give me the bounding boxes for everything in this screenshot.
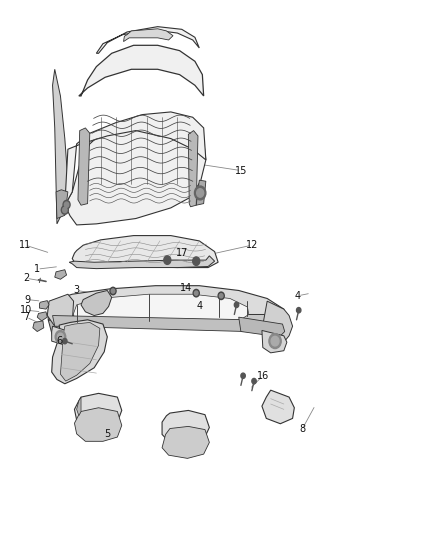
Circle shape [111,289,115,293]
Polygon shape [56,190,68,219]
Polygon shape [79,45,204,96]
Polygon shape [74,393,122,427]
Text: 15: 15 [235,166,247,175]
Circle shape [61,206,68,214]
Polygon shape [48,286,285,325]
Polygon shape [124,29,173,42]
Text: 9: 9 [24,295,30,304]
Circle shape [55,330,66,343]
Polygon shape [262,330,287,353]
Polygon shape [77,397,81,416]
Text: 11: 11 [19,240,32,250]
Text: 6: 6 [56,336,62,346]
Text: 4: 4 [196,302,202,311]
Text: 16: 16 [257,371,269,381]
Text: 2: 2 [23,273,29,283]
Polygon shape [65,117,206,225]
Circle shape [194,186,206,200]
Polygon shape [162,426,209,458]
Text: 8: 8 [299,424,305,434]
Text: 4: 4 [295,291,301,301]
Polygon shape [53,69,68,224]
Text: 3: 3 [74,286,80,295]
Circle shape [241,373,245,378]
Circle shape [297,308,301,313]
Polygon shape [39,301,49,309]
Text: 7: 7 [23,312,29,322]
Circle shape [271,336,279,346]
Circle shape [64,202,69,207]
Polygon shape [72,236,218,268]
Circle shape [57,333,64,341]
Circle shape [63,338,67,344]
Text: 1: 1 [34,264,40,274]
Polygon shape [196,180,206,205]
Circle shape [219,294,223,298]
Text: 10: 10 [20,305,32,315]
Polygon shape [52,320,107,384]
Polygon shape [74,294,249,325]
Text: 14: 14 [180,283,192,293]
Polygon shape [81,290,112,316]
Polygon shape [48,314,285,325]
Text: 12: 12 [246,240,258,250]
Polygon shape [78,128,90,205]
Polygon shape [60,322,100,381]
Text: 17: 17 [176,248,188,258]
Text: 5: 5 [104,430,110,439]
Circle shape [63,200,70,209]
Polygon shape [263,301,293,342]
Polygon shape [48,320,74,344]
Polygon shape [162,410,209,443]
Polygon shape [74,408,122,441]
Polygon shape [53,316,252,332]
Circle shape [197,189,204,197]
Polygon shape [52,326,71,345]
Circle shape [194,291,198,295]
Circle shape [193,257,200,265]
Circle shape [218,292,224,300]
Circle shape [234,302,239,308]
Circle shape [110,287,116,295]
Circle shape [269,334,281,349]
Polygon shape [55,270,67,279]
Polygon shape [96,27,199,53]
Polygon shape [37,312,47,321]
Polygon shape [188,131,198,207]
Polygon shape [33,321,44,332]
Circle shape [193,289,199,297]
Polygon shape [262,390,294,424]
Circle shape [63,207,67,213]
Circle shape [252,378,256,384]
Polygon shape [239,317,285,337]
Polygon shape [47,294,74,326]
Circle shape [164,256,171,264]
Polygon shape [69,256,215,269]
Polygon shape [65,112,206,205]
